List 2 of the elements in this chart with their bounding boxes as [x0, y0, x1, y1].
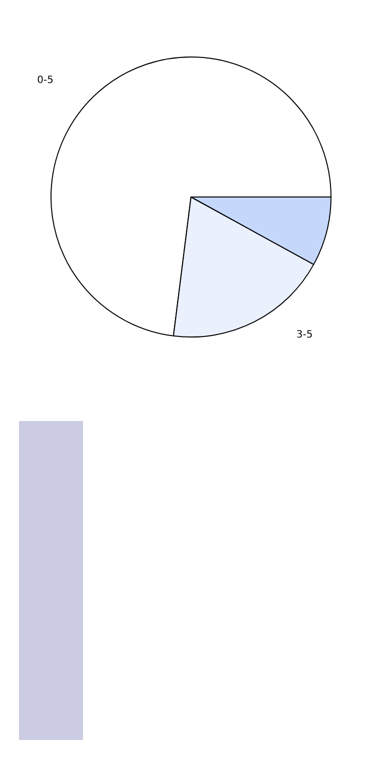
slice-label: 3-5: [296, 330, 313, 341]
slice-label: 0-5: [37, 75, 54, 86]
